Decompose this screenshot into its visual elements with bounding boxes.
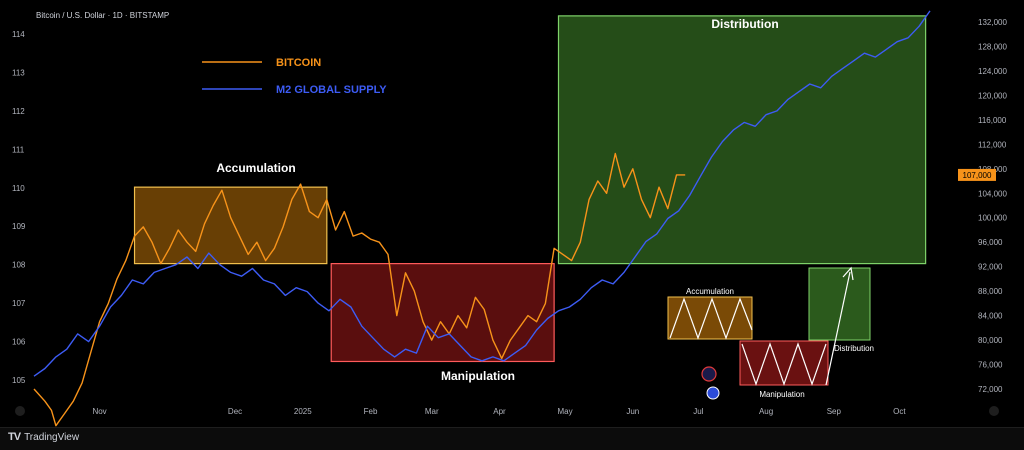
- right-axis-tick: 88,000: [978, 287, 1003, 296]
- accumulation-zone-label: Accumulation: [216, 161, 295, 175]
- left-axis-tick: 105: [12, 376, 26, 385]
- event-marker-icon: [701, 366, 717, 382]
- footer-bar: TV TradingView: [0, 427, 1024, 450]
- auto-scale-icon: [989, 406, 999, 416]
- right-axis-tick: 124,000: [978, 67, 1007, 76]
- inset-distribution-arrow: [825, 271, 851, 386]
- left-axis-tick: 109: [12, 222, 26, 231]
- x-axis-label: Dec: [228, 407, 242, 416]
- right-axis-tick: 84,000: [978, 312, 1003, 321]
- x-axis-label: Jun: [626, 407, 639, 416]
- right-axis-tick: 72,000: [978, 385, 1003, 394]
- legend-label-bitcoin: BITCOIN: [276, 57, 321, 69]
- legend-label-m2: M2 GLOBAL SUPPLY: [276, 84, 387, 96]
- x-axis-label: 2025: [294, 407, 312, 416]
- left-axis-tick: 112: [12, 107, 25, 116]
- left-axis-tick: 113: [12, 68, 25, 77]
- right-axis-tick: 96,000: [978, 238, 1003, 247]
- inset-distribution-arrowhead: [842, 266, 854, 281]
- x-axis-label: Nov: [92, 407, 106, 416]
- x-axis-label: Apr: [493, 407, 506, 416]
- right-axis-tick: 104,000: [978, 189, 1007, 198]
- right-axis-tick: 80,000: [978, 336, 1003, 345]
- right-axis-tick: 92,000: [978, 263, 1003, 272]
- symbol-title: Bitcoin / U.S. Dollar · 1D · BITSTAMP: [36, 11, 169, 20]
- inset-manipulation-zigzag: [741, 342, 827, 386]
- inset-accumulation-zigzag: [669, 297, 753, 340]
- m2-supply-series-line: [33, 10, 931, 377]
- distribution-zone: [557, 15, 927, 265]
- right-axis-tick: 120,000: [978, 91, 1007, 100]
- x-axis-label: Aug: [759, 407, 773, 416]
- left-axis-tick: 114: [12, 30, 25, 39]
- manipulation-zone-label: Manipulation: [441, 369, 515, 383]
- right-axis-tick: 100,000: [978, 214, 1007, 223]
- last-price-badge: [958, 168, 996, 181]
- inset-manipulation-label: Manipulation: [759, 390, 804, 399]
- manipulation-zone: [330, 263, 555, 363]
- right-axis-tick: 132,000: [978, 18, 1007, 27]
- tradingview-brand-label: TradingView: [24, 431, 80, 443]
- right-axis-tick: 112,000: [978, 140, 1007, 149]
- tradingview-brand[interactable]: TV TradingView: [8, 431, 79, 443]
- right-axis-tick: 128,000: [978, 42, 1007, 51]
- x-axis-label: Feb: [364, 407, 378, 416]
- x-axis-label: Jul: [693, 407, 703, 416]
- x-axis-label: Oct: [893, 407, 906, 416]
- us-flag-event-icon: [706, 386, 720, 400]
- chart-canvas[interactable]: Bitcoin / U.S. Dollar · 1D · BITSTAMP Acc…: [0, 0, 1024, 427]
- left-axis-tick: 107: [12, 299, 26, 308]
- x-axis-label: May: [557, 407, 572, 416]
- x-axis-label: Mar: [425, 407, 439, 416]
- inset-manipulation-box: [739, 340, 829, 386]
- left-axis-tick: 111: [12, 145, 25, 154]
- inset-accumulation-label: Accumulation: [686, 287, 734, 296]
- inset-distribution-label: Distribution: [834, 344, 874, 353]
- timezone-icon: [15, 406, 25, 416]
- left-axis-tick: 108: [12, 261, 26, 270]
- accumulation-zone: [133, 186, 328, 265]
- distribution-zone-label: Distribution: [711, 17, 778, 31]
- bitcoin-series-line: [33, 152, 686, 427]
- tradingview-logo-icon: TV: [8, 431, 21, 443]
- left-axis-tick: 110: [12, 184, 25, 193]
- x-axis-label: Sep: [827, 407, 842, 416]
- right-axis-tick: 76,000: [978, 361, 1003, 370]
- last-price-label: 107,000: [963, 171, 992, 180]
- inset-distribution-box: [808, 267, 871, 341]
- right-axis-tick: 116,000: [978, 116, 1007, 125]
- left-axis-tick: 106: [12, 338, 26, 347]
